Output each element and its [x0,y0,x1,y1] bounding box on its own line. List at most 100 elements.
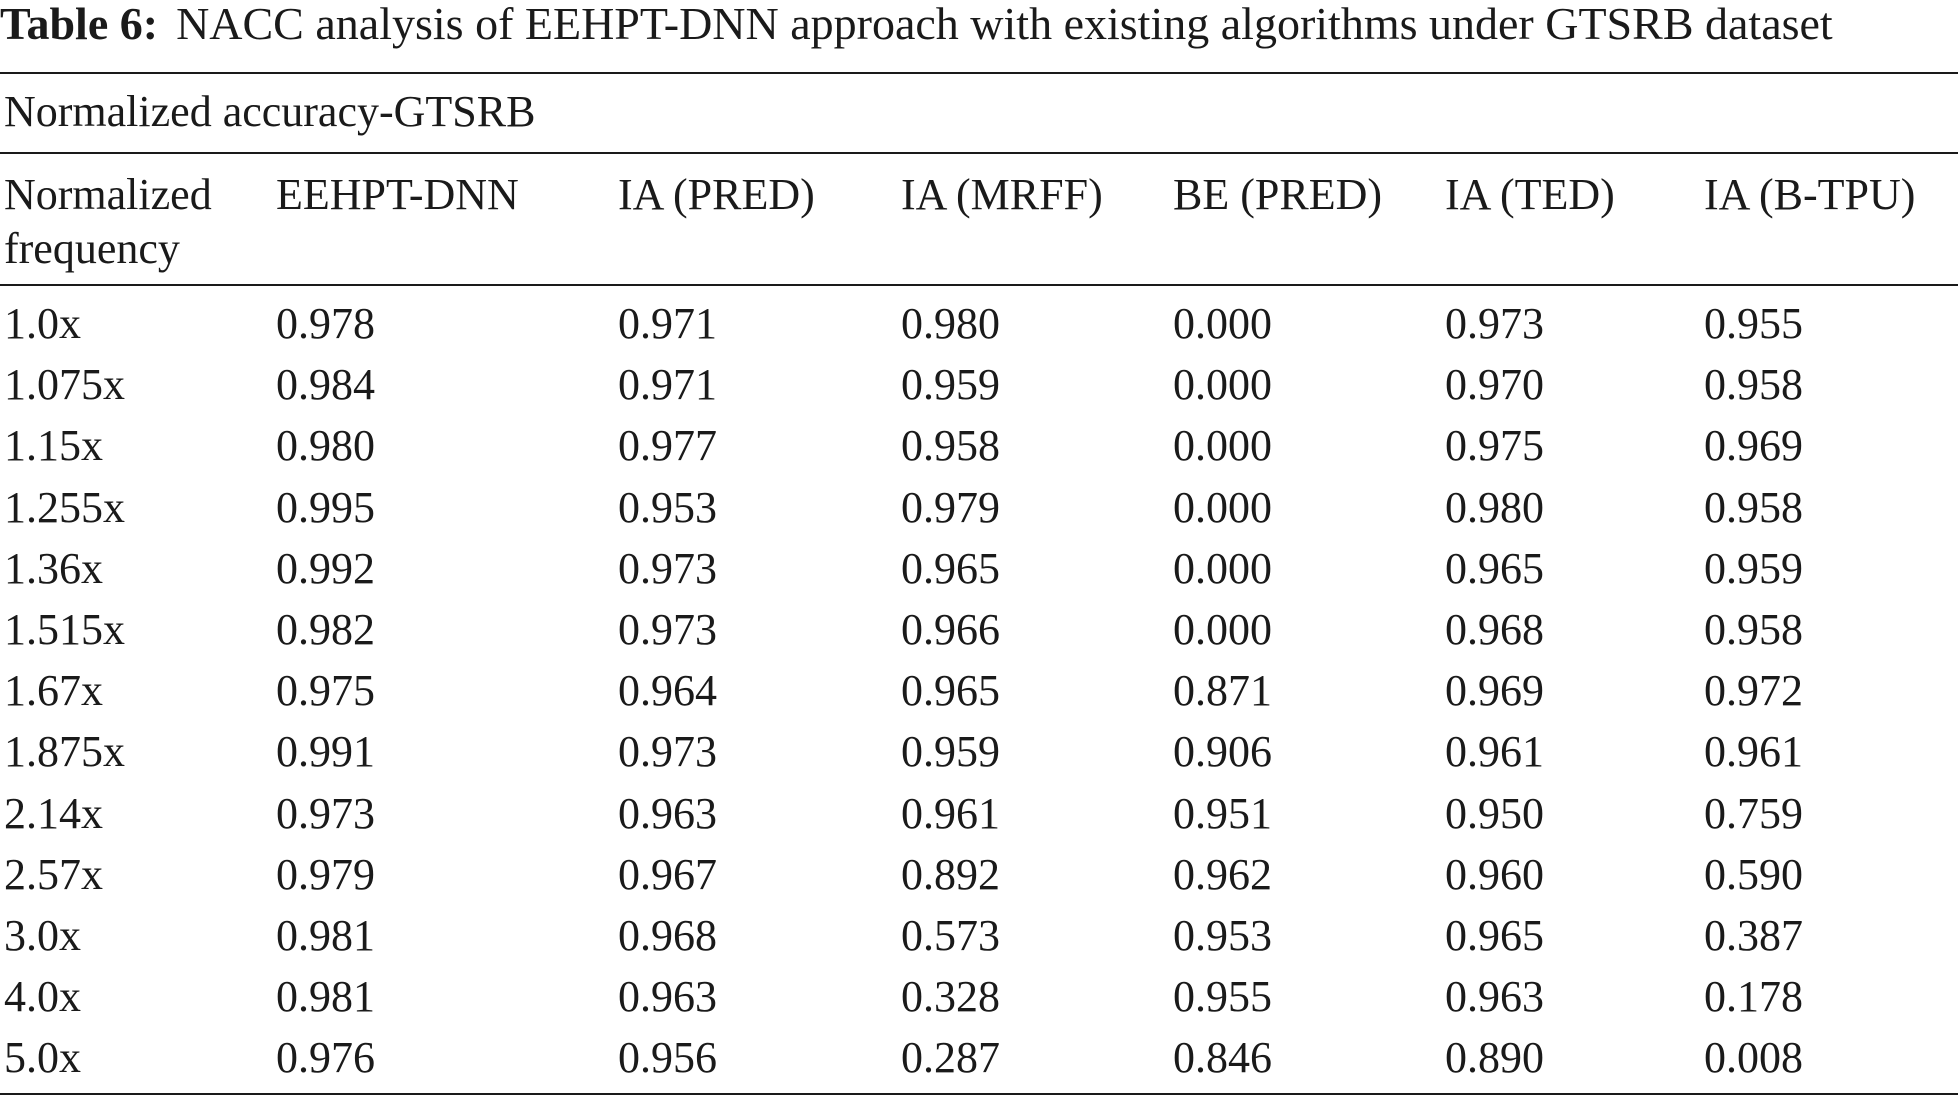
table-cell-frequency: 1.67x [4,666,103,716]
table-cell: 0.971 [618,299,717,348]
header-rule [0,284,1958,286]
table-cell: 0.960 [1445,849,1544,899]
table-cell: 0.965 [1445,910,1544,960]
table-cell: 0.590 [1704,849,1803,899]
table-body: 1.0x 0.978 0.971 0.980 0.000 0.973 0.955… [0,296,1958,1091]
table-cell: 0.961 [1445,727,1544,777]
table-cell-frequency: 4.0x [4,972,81,1022]
table-cell: 0.961 [901,788,1000,838]
column-header-ia-ted: IA (TED) [1445,170,1615,219]
table-cell: 0.965 [901,666,1000,716]
table-cell: 0.991 [276,727,375,777]
table-cell: 0.981 [276,910,375,960]
table-cell: 0.973 [618,727,717,777]
table-row: 1.67x 0.975 0.964 0.965 0.871 0.969 0.97… [0,663,1958,724]
table-row: 4.0x 0.981 0.963 0.328 0.955 0.963 0.178 [0,969,1958,1030]
table-subtitle: Normalized accuracy-GTSRB [4,87,536,136]
table-cell: 0.953 [618,482,717,532]
table-cell: 0.178 [1704,972,1803,1022]
table-cell: 0.979 [901,482,1000,532]
column-header-ia-b-tpu: IA (B-TPU) [1704,170,1916,219]
top-rule [0,72,1958,74]
table-cell: 0.951 [1173,788,1272,838]
table-caption: Table 6: NACC analysis of EEHPT-DNN appro… [0,0,1833,58]
table-cell: 0.975 [276,666,375,716]
table-cell-frequency: 1.0x [4,299,81,348]
table-cell-frequency: 1.255x [4,482,125,532]
table-cell: 0.962 [1173,849,1272,899]
table-cell: 0.980 [901,299,1000,348]
table-cell: 0.958 [901,421,1000,471]
table-row: 1.0x 0.978 0.971 0.980 0.000 0.973 0.955 [0,296,1958,357]
table-cell: 0.963 [1445,972,1544,1022]
table-cell: 0.977 [618,421,717,471]
table-cell: 0.973 [618,543,717,593]
table-cell: 0.969 [1445,666,1544,716]
table-cell: 0.953 [1173,910,1272,960]
table-cell: 0.287 [901,1033,1000,1083]
table-cell: 0.969 [1704,421,1803,471]
table-cell-frequency: 2.14x [4,788,103,838]
table-cell: 0.892 [901,849,1000,899]
table-row: 1.515x 0.982 0.973 0.966 0.000 0.968 0.9… [0,602,1958,663]
table-cell: 0.965 [901,543,1000,593]
bottom-rule [0,1093,1958,1095]
table-cell: 0.984 [276,360,375,410]
table-cell: 0.955 [1173,972,1272,1022]
table-cell: 0.328 [901,972,1000,1022]
table-row: 1.075x 0.984 0.971 0.959 0.000 0.970 0.9… [0,357,1958,418]
table-cell: 0.958 [1704,482,1803,532]
table-cell: 0.966 [901,604,1000,654]
column-header-ia-pred: IA (PRED) [618,170,815,219]
table-row: 1.36x 0.992 0.973 0.965 0.000 0.965 0.95… [0,541,1958,602]
table-cell: 0.958 [1704,360,1803,410]
table-cell-frequency: 1.36x [4,543,103,593]
table-cell: 0.973 [1445,299,1544,348]
table-cell: 0.000 [1173,360,1272,410]
table-cell: 0.959 [901,727,1000,777]
table-row: 1.255x 0.995 0.953 0.979 0.000 0.980 0.9… [0,480,1958,541]
table-cell-frequency: 1.075x [4,360,125,410]
table-cell: 0.973 [276,788,375,838]
table-cell: 0.968 [618,910,717,960]
table-cell-frequency: 5.0x [4,1033,81,1083]
table-row: 2.57x 0.979 0.967 0.892 0.962 0.960 0.59… [0,847,1958,908]
table-cell: 0.959 [901,360,1000,410]
table-cell-frequency: 1.875x [4,727,125,777]
column-header-ia-mrff: IA (MRFF) [901,170,1103,219]
table-cell: 0.979 [276,849,375,899]
table-row: 3.0x 0.981 0.968 0.573 0.953 0.965 0.387 [0,908,1958,969]
table-cell: 0.846 [1173,1033,1272,1083]
column-header-eehpt-dnn: EEHPT-DNN [276,170,519,219]
table-caption-label: Table 6: [0,0,159,49]
table-cell: 0.000 [1173,299,1272,348]
table-cell: 0.992 [276,543,375,593]
table-cell: 0.573 [901,910,1000,960]
table-cell: 0.976 [276,1033,375,1083]
table-cell: 0.975 [1445,421,1544,471]
table-cell: 0.906 [1173,727,1272,777]
table-cell: 0.000 [1173,421,1272,471]
table-cell: 0.973 [618,604,717,654]
table-cell-frequency: 3.0x [4,910,81,960]
table-cell: 0.963 [618,788,717,838]
table-cell-frequency: 1.15x [4,421,103,471]
table-row: 5.0x 0.976 0.956 0.287 0.846 0.890 0.008 [0,1030,1958,1091]
table-row: 2.14x 0.973 0.963 0.961 0.951 0.950 0.75… [0,786,1958,847]
table-row: 1.875x 0.991 0.973 0.959 0.906 0.961 0.9… [0,724,1958,785]
table-cell: 0.958 [1704,604,1803,654]
table-cell: 0.890 [1445,1033,1544,1083]
table-cell: 0.978 [276,299,375,348]
table-cell: 0.871 [1173,666,1272,716]
table-cell: 0.970 [1445,360,1544,410]
table-cell: 0.000 [1173,482,1272,532]
table-caption-text: NACC analysis of EEHPT-DNN approach with… [176,0,1833,49]
table-cell: 0.956 [618,1033,717,1083]
table-cell: 0.955 [1704,299,1803,348]
table-cell: 0.971 [618,360,717,410]
table-cell: 0.980 [1445,482,1544,532]
table-cell: 0.961 [1704,727,1803,777]
column-header-be-pred: BE (PRED) [1173,170,1382,219]
table-cell: 0.963 [618,972,717,1022]
table-cell: 0.950 [1445,788,1544,838]
